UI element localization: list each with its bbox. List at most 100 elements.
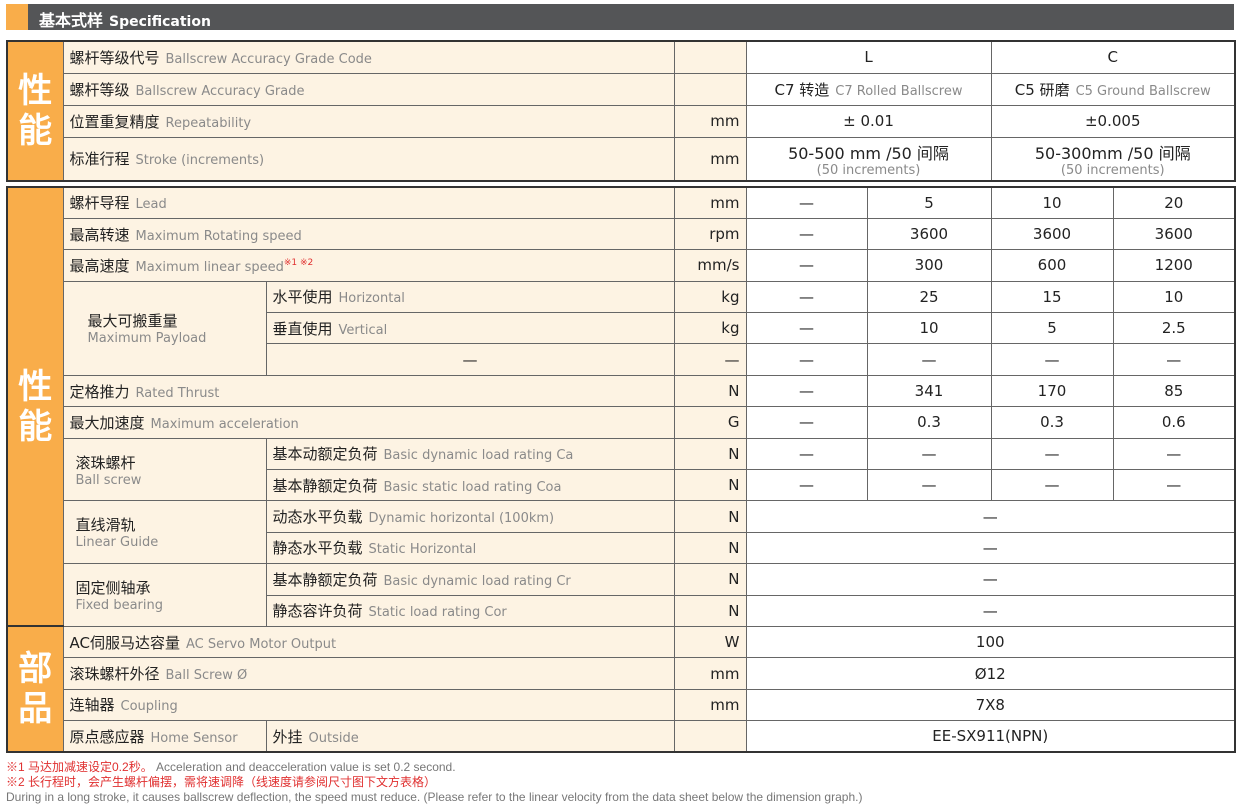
header-cn: 基本式样 [39, 11, 104, 30]
label-cn: C7 转造 [774, 80, 830, 99]
value-cell: 85 [1112, 374, 1236, 408]
label-cn: 滚珠螺杆 [75, 453, 136, 472]
value-cell: — [866, 437, 992, 471]
unit: G [673, 406, 747, 439]
label-en: Home Sensor [150, 730, 238, 746]
row-label: 动态水平负载 Dynamic horizontal (100km) [265, 500, 675, 533]
label-cn: 直线滑轨 [75, 516, 136, 535]
value-cell: — [745, 343, 868, 376]
label-en: Horizontal [338, 291, 405, 307]
unit: mm/s [673, 249, 747, 282]
value-cell: — [990, 343, 1114, 376]
row-label: 最高转速 Maximum Rotating speed [62, 217, 675, 251]
label-en: Outside [308, 730, 359, 746]
label-en: Basic dynamic load rating Ca [383, 448, 574, 464]
note-text: Acceleration and deacceleration value is… [156, 760, 456, 774]
label-en: Maximum Rotating speed [135, 228, 302, 244]
label-en: C5 Ground Ballscrew [1075, 83, 1211, 99]
value-C: ±0.005 [990, 104, 1236, 138]
label-en: Dynamic horizontal (100km) [368, 511, 555, 527]
unit: N [673, 437, 747, 471]
label-cn: 最高转速 [69, 225, 130, 244]
row-label: 水平使用 Horizontal [265, 280, 675, 314]
value-cell: 0.6 [1112, 406, 1236, 439]
row-label: 连轴器 Coupling [62, 688, 675, 722]
label-cn: 50-300mm /50 间隔 [1034, 144, 1191, 164]
row-sublabel: 外挂 Outside [265, 720, 675, 753]
unit: mm [673, 104, 747, 138]
value-cell: 3600 [1112, 217, 1236, 251]
row-label: 定格推力 Rated Thrust [62, 374, 675, 408]
label-en: Stroke (increments) [135, 153, 265, 169]
label-cn: 标准行程 [69, 150, 130, 169]
value-cell: — [745, 312, 868, 345]
value-cell: EE-SX911(NPN) [745, 720, 1236, 753]
value-C: 50-300mm /50 间隔 (50 increments) [990, 136, 1236, 182]
label-cn: 最大加速度 [69, 413, 145, 432]
label-cn: 螺杆等级代号 [69, 48, 160, 67]
value-cell: 5 [990, 312, 1114, 345]
unit [673, 72, 747, 106]
label-cn: 最大可搬重量 [87, 312, 178, 331]
unit: N [673, 563, 747, 596]
row-label: 原点感应器 Home Sensor [62, 720, 267, 753]
group-label: 最大可搬重量 Maximum Payload [62, 280, 267, 376]
label-cn: 静态水平负载 [272, 539, 363, 558]
value-cell: 100 [745, 625, 1236, 659]
header-en: Specification [109, 14, 211, 30]
row-label: — [265, 343, 675, 376]
row-label: AC伺服马达容量 AC Servo Motor Output [62, 625, 675, 659]
unit: N [673, 374, 747, 408]
label-en: Lead [135, 197, 167, 213]
label-en: Static Horizontal [368, 542, 477, 558]
value-cell: 7X8 [745, 688, 1236, 722]
row-label: 最大加速度 Maximum acceleration [62, 406, 675, 439]
label-cn: 动态水平负载 [272, 508, 363, 527]
value-cell: 2.5 [1112, 312, 1236, 345]
label-cn: 垂直使用 [272, 319, 333, 338]
value-cell: 10 [866, 312, 992, 345]
value-cell: 300 [866, 249, 992, 282]
value-cell: — [745, 406, 868, 439]
row-label: 静态水平负载 Static Horizontal [265, 531, 675, 565]
label-en: Static load rating Cor [368, 605, 507, 621]
value-cell: 3600 [866, 217, 992, 251]
spec-table-accuracy: 性能 螺杆等级代号 Ballscrew Accuracy Grade Code L… [6, 40, 1236, 182]
value-cell: — [1112, 343, 1236, 376]
value-cell: 25 [866, 280, 992, 314]
side-label-parts: 部品 [6, 625, 64, 753]
label-cn: 基本静额定负荷 [272, 570, 378, 589]
spec-table-performance: 性能 螺杆导程 Lead mm —5 10 20 最高转速 Maximum Rotating s… [6, 186, 1236, 754]
value-cell: — [1112, 437, 1236, 471]
header-accent [6, 4, 28, 30]
note-1: ※1 马达加减速设定0.2秒。 Acceleration and deaccel… [6, 760, 862, 775]
value-cell: — [745, 500, 1236, 533]
value-L: 50-500 mm /50 间隔 (50 increments) [745, 136, 992, 182]
row-label: 静态容许负荷 Static load rating Cor [265, 594, 675, 627]
label-en: Ball Screw Ø [165, 668, 248, 684]
value-C: C [990, 40, 1236, 74]
label-en: Repeatability [165, 115, 252, 131]
label-cn: 原点感应器 [69, 727, 145, 746]
label-cn: AC伺服马达容量 [69, 633, 180, 652]
row-label: 基本动额定负荷 Basic dynamic load rating Ca [265, 437, 675, 471]
row-label: 基本静额定负荷 Basic static load rating Coa [265, 469, 675, 502]
label-en: Coupling [120, 699, 178, 715]
value-cell: 15 [990, 280, 1114, 314]
label-en: Maximum acceleration [150, 416, 299, 432]
label-cn: 外挂 [272, 727, 303, 746]
row-label: 滚珠螺杆外径 Ball Screw Ø [62, 657, 675, 690]
label-cn: 静态容许负荷 [272, 602, 363, 621]
value-L: L [745, 40, 992, 74]
label-cn: 50-500 mm /50 间隔 [788, 144, 949, 164]
footnotes: ※1 马达加减速设定0.2秒。 Acceleration and deaccel… [6, 760, 862, 805]
value-cell: — [990, 469, 1114, 502]
note-ref: ※1 ※2 [283, 257, 314, 268]
label-en: Vertical [338, 322, 388, 338]
label-en: Basic static load rating Coa [383, 479, 562, 495]
note-2-en: During in a long stroke, it causes balls… [6, 790, 863, 804]
label-en: (50 increments) [1060, 163, 1165, 179]
value-cell: 170 [990, 374, 1114, 408]
value-cell: 3600 [990, 217, 1114, 251]
unit: mm [673, 136, 747, 182]
